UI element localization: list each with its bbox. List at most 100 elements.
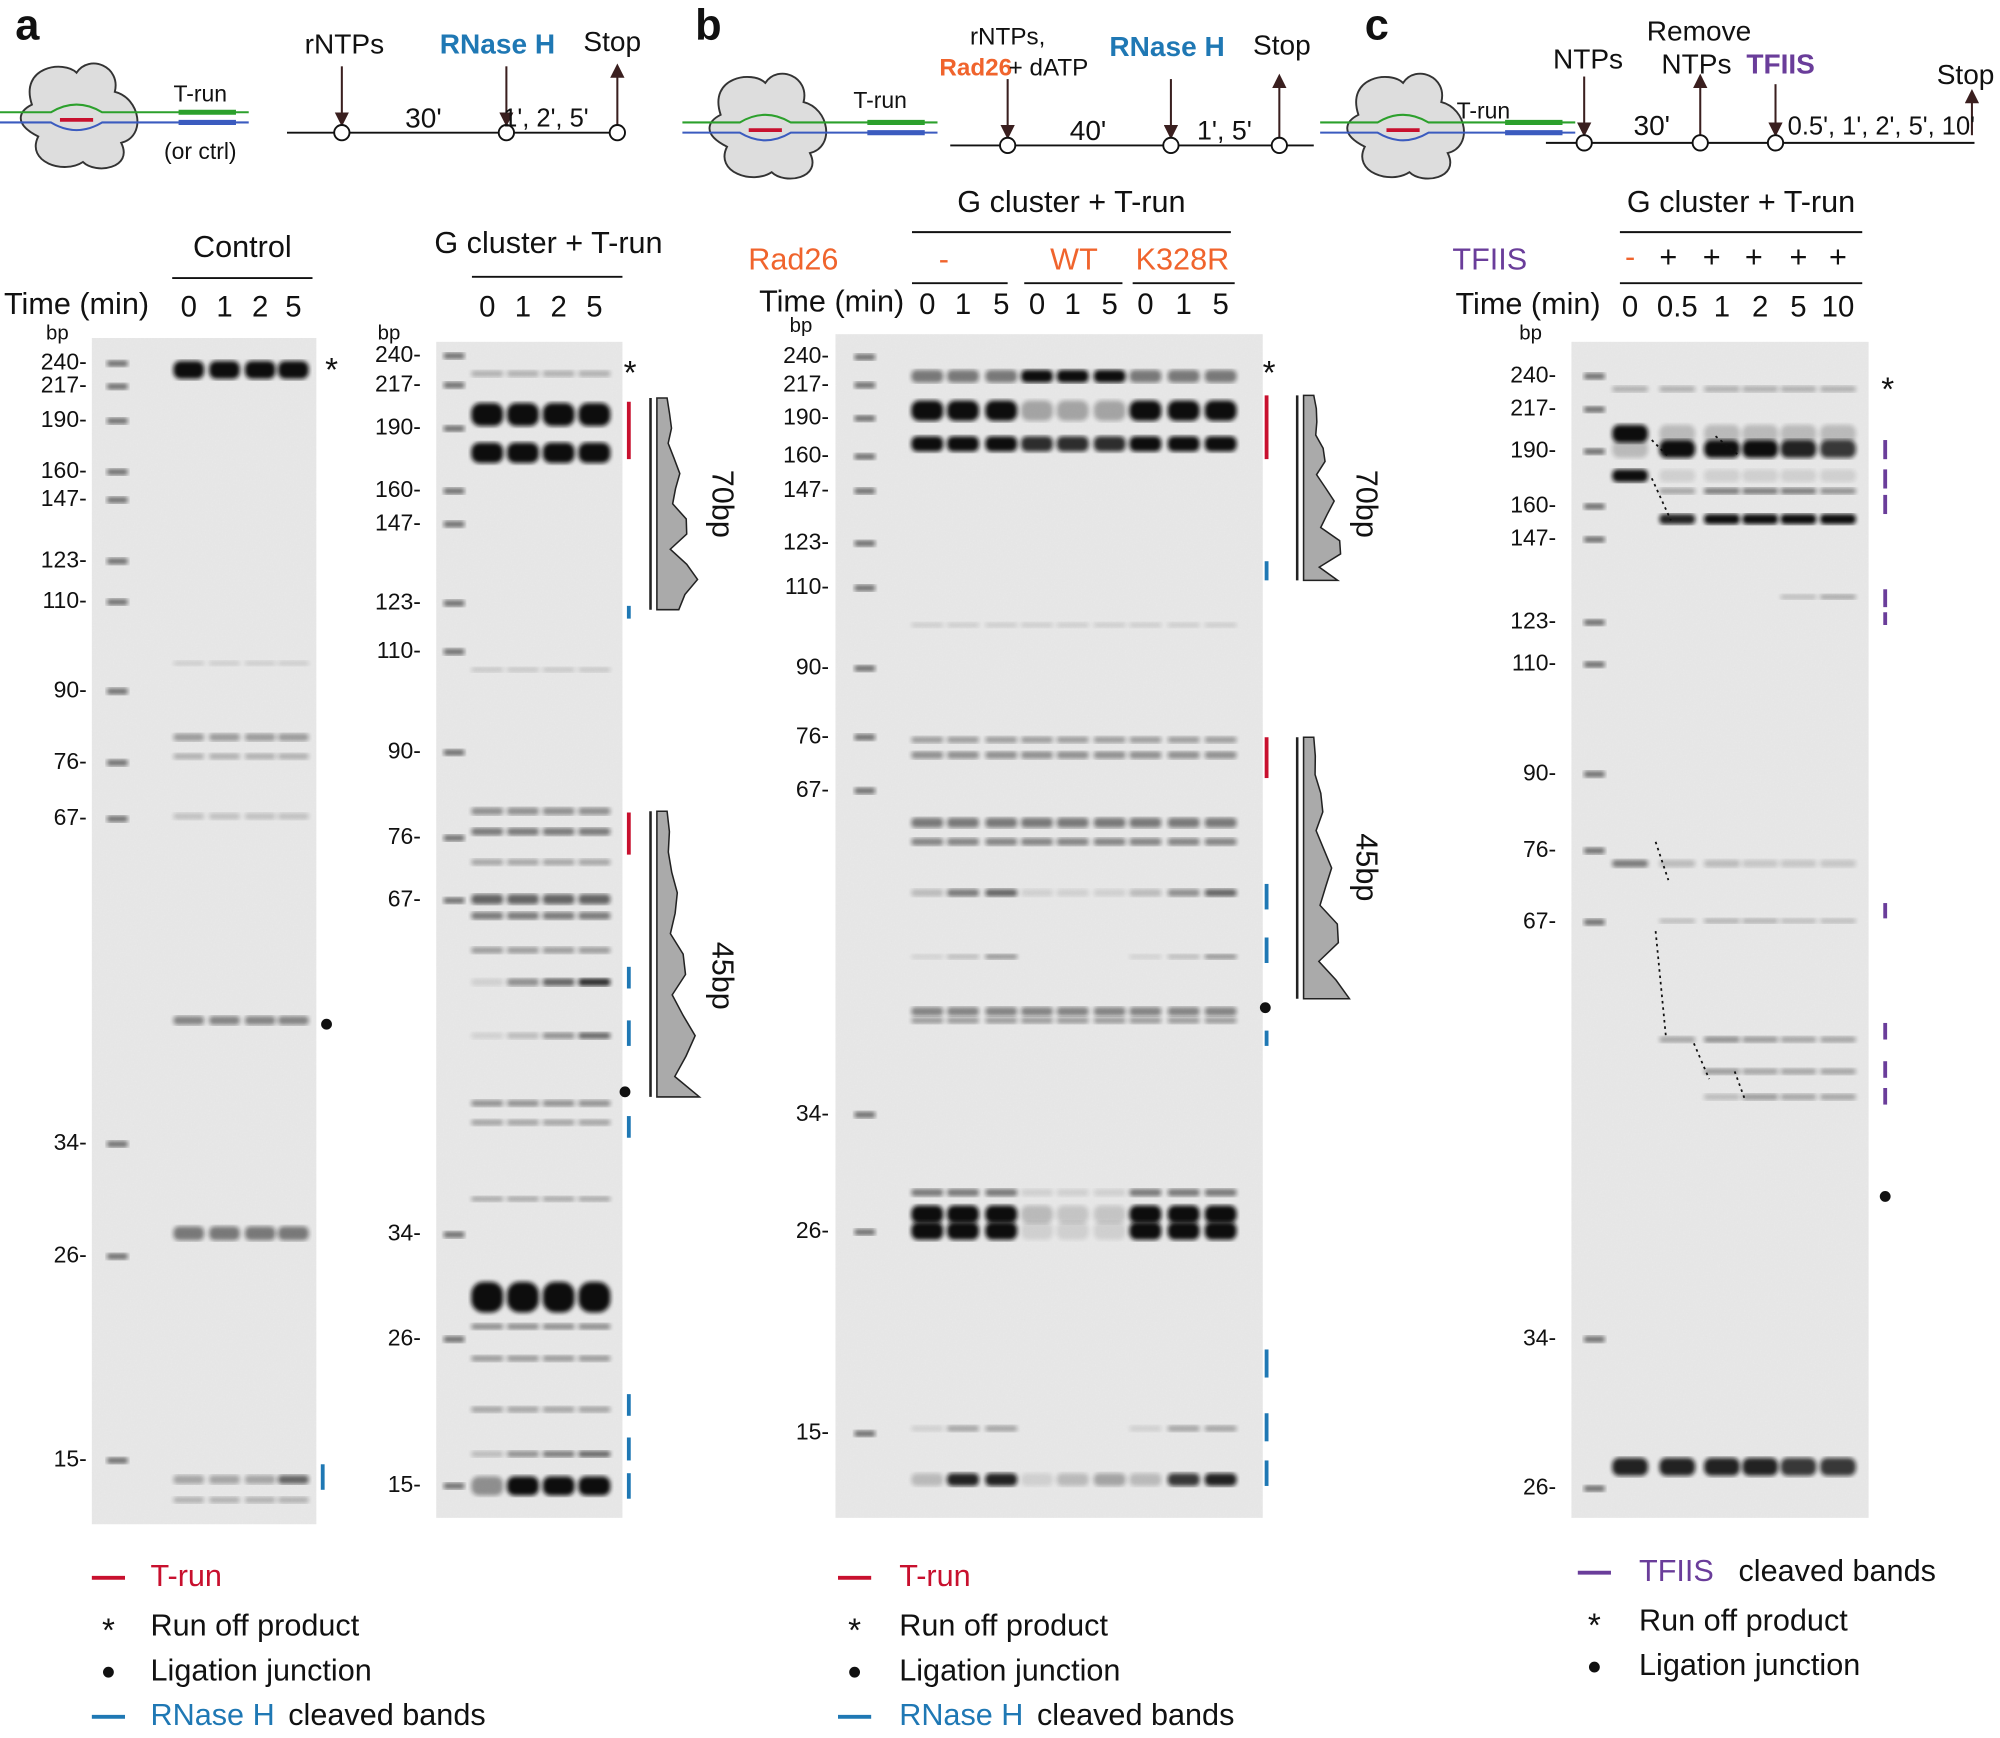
ladder-band xyxy=(443,1231,465,1238)
gel-band xyxy=(1204,1425,1237,1432)
gel-band xyxy=(1742,385,1779,393)
gel-band xyxy=(1659,918,1696,924)
gel-band xyxy=(578,1281,611,1313)
gel-band xyxy=(507,370,539,377)
gel-band xyxy=(985,736,1018,743)
ladder-band xyxy=(1584,847,1605,854)
ladder-band xyxy=(107,759,128,766)
condition-label: TFIIS xyxy=(1452,243,1527,277)
marker-label: 26- xyxy=(54,1241,87,1267)
label: TFIIS xyxy=(1746,49,1815,80)
gel-band xyxy=(1742,1093,1779,1101)
gel-band xyxy=(1780,440,1817,458)
gel-band xyxy=(1820,424,1856,443)
run-off-mark: * xyxy=(1263,355,1276,392)
ladder-band xyxy=(107,1457,128,1464)
marker-label: 240- xyxy=(41,349,87,375)
ladder-band xyxy=(854,1228,876,1236)
gel-band xyxy=(507,442,539,464)
gel-band xyxy=(947,436,979,452)
label: NTPs xyxy=(1553,44,1623,75)
gel-band xyxy=(911,817,944,828)
construct-label: T-run xyxy=(853,87,907,113)
legend-symbol: * xyxy=(1588,1607,1601,1644)
gel-band xyxy=(578,403,611,427)
gel-band xyxy=(542,1476,575,1496)
gel-band xyxy=(1780,1068,1817,1075)
gel-band xyxy=(1742,440,1779,458)
gel-band xyxy=(947,838,979,846)
gel-band xyxy=(1742,1036,1779,1043)
gel-band xyxy=(1167,1205,1200,1224)
gel-band xyxy=(471,1323,504,1330)
gel-band xyxy=(507,1476,539,1496)
ladder-band xyxy=(1584,406,1605,413)
gel-band xyxy=(1780,918,1817,924)
gel-band xyxy=(1204,1221,1237,1240)
ladder-band xyxy=(854,584,876,592)
marker-label: 26- xyxy=(1523,1474,1556,1500)
ladder-band xyxy=(107,417,128,425)
time-value: 2 xyxy=(551,290,567,323)
gel-band xyxy=(1204,889,1237,897)
gel-band xyxy=(278,360,309,379)
gel-band xyxy=(1204,1188,1237,1197)
marker-label: 90- xyxy=(796,653,829,679)
gel-band xyxy=(1780,1036,1817,1043)
gel-band xyxy=(1820,1068,1856,1075)
gel-band xyxy=(1820,859,1856,868)
gel-band xyxy=(985,1221,1018,1240)
time-value: 2 xyxy=(1752,290,1768,323)
gel-band xyxy=(507,894,539,905)
panel-label: b xyxy=(695,2,722,50)
gel-grain xyxy=(91,338,317,1525)
ladder-band xyxy=(107,1253,128,1260)
gel-band xyxy=(471,827,504,836)
gel-band xyxy=(911,889,944,897)
ligation-dot xyxy=(619,1086,631,1098)
marker-label: 90- xyxy=(1523,759,1556,785)
dna-template xyxy=(1320,113,1576,124)
gel-band xyxy=(1093,1205,1126,1224)
ladder-band xyxy=(443,487,465,495)
gel-band xyxy=(1167,838,1200,846)
gel-band xyxy=(1612,859,1648,868)
gel-band xyxy=(244,1015,276,1025)
marker-label: 147- xyxy=(375,509,421,535)
gel-band xyxy=(542,1323,575,1330)
gel-band xyxy=(507,1450,539,1458)
legend-text: Ligation junction xyxy=(151,1653,372,1687)
gel-band xyxy=(1612,469,1648,483)
gel-grain xyxy=(1571,341,1869,1518)
gel-band xyxy=(1093,1007,1126,1016)
ladder-band xyxy=(107,468,128,476)
condition-value: + xyxy=(1829,240,1847,274)
gel-band xyxy=(278,1015,309,1025)
gel-band xyxy=(542,1281,575,1313)
gel-band xyxy=(947,736,979,743)
gel-band xyxy=(542,807,575,816)
legend-dot xyxy=(849,1666,861,1678)
gel-band xyxy=(947,954,979,960)
marker-label: 217- xyxy=(375,370,421,396)
marker-label: 110- xyxy=(785,573,829,599)
gel-band xyxy=(1659,859,1696,868)
gel-band xyxy=(1021,751,1053,759)
ladder-band xyxy=(443,352,465,360)
marker-label: 160- xyxy=(375,476,421,502)
gel-band xyxy=(985,1425,1018,1432)
ladder-band xyxy=(107,1140,128,1148)
gel-band xyxy=(1021,436,1053,452)
gel-band xyxy=(1704,385,1740,393)
gel-band xyxy=(947,622,979,628)
gel-band xyxy=(1659,1457,1696,1476)
gel-band xyxy=(578,894,611,905)
dna-template xyxy=(682,113,938,124)
gel-band xyxy=(911,954,944,960)
gel-band xyxy=(507,1355,539,1362)
gel-band xyxy=(1204,436,1237,452)
gel-band xyxy=(1129,1473,1162,1486)
gel-band xyxy=(471,947,504,954)
ligation-dot xyxy=(1879,1191,1891,1202)
